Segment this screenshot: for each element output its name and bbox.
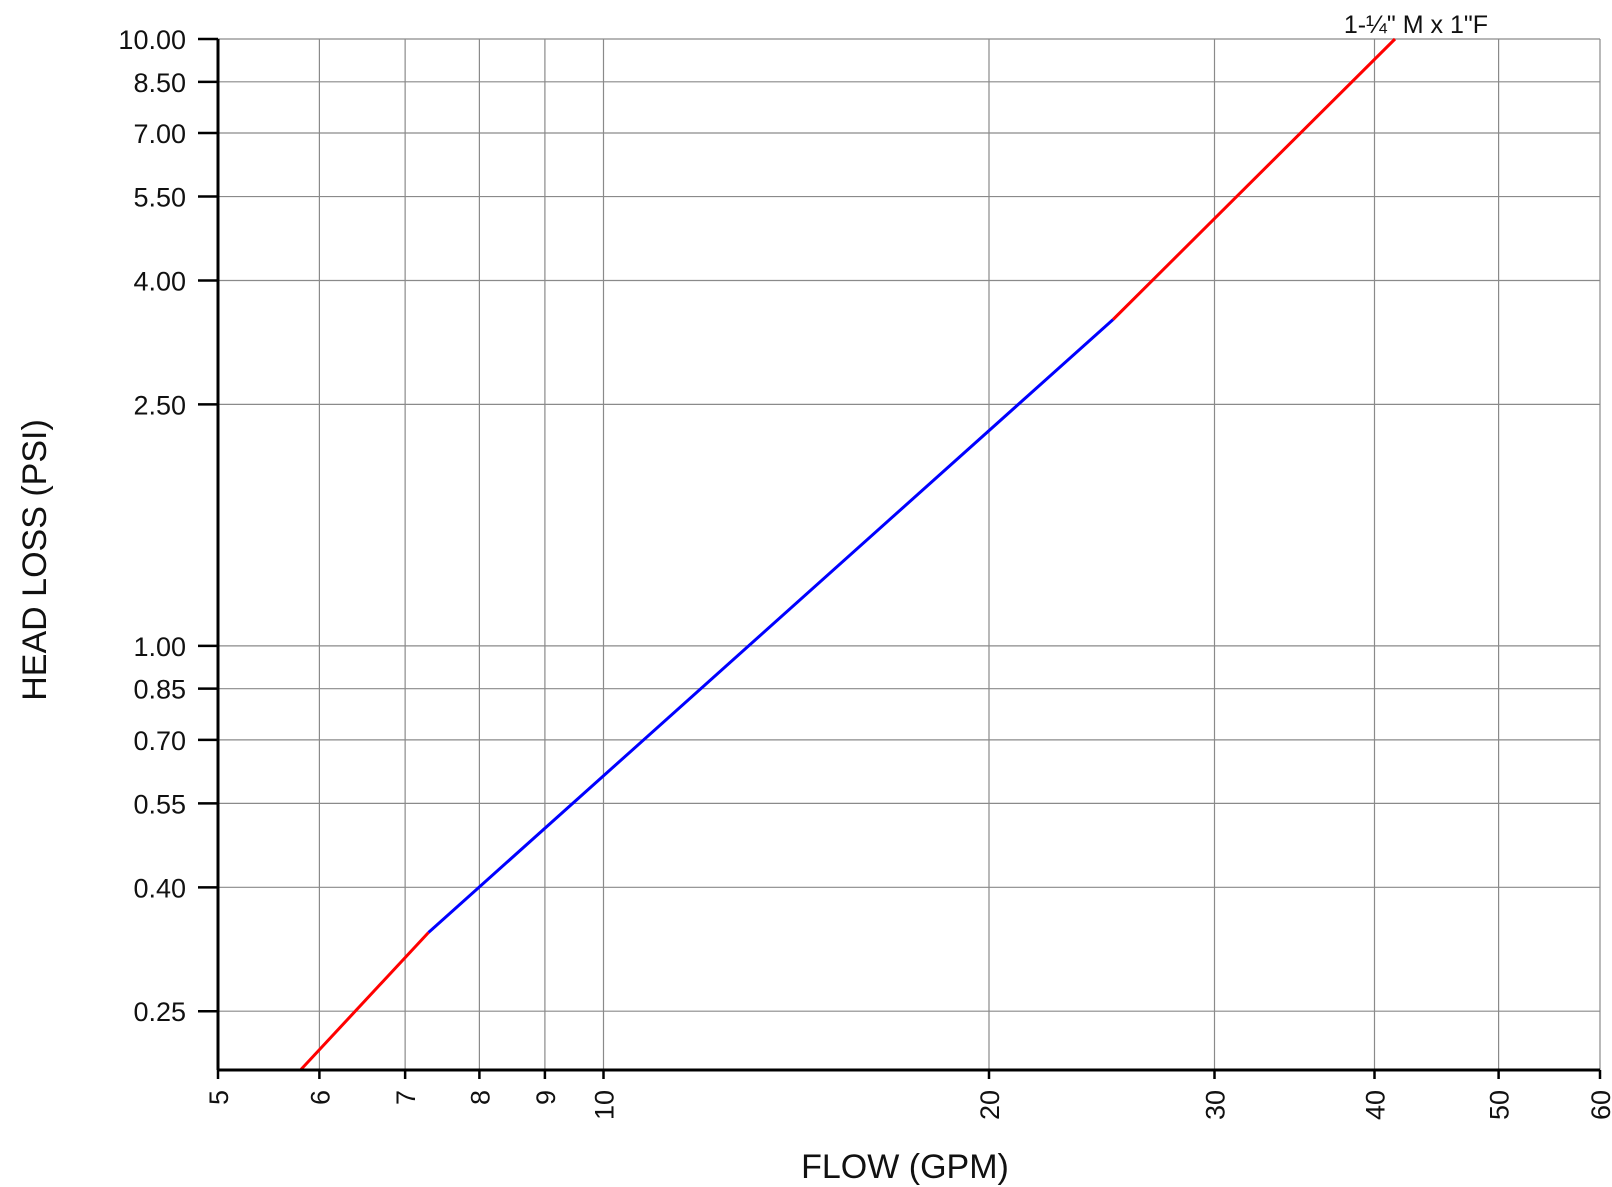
x-tick-label: 6 xyxy=(305,1090,335,1105)
y-tick-label: 0.55 xyxy=(133,789,186,819)
x-tick-label: 20 xyxy=(975,1090,1005,1120)
grid-lines xyxy=(218,38,1601,1070)
x-tick-label: 60 xyxy=(1586,1090,1612,1120)
y-tick-label: 10.00 xyxy=(118,25,186,55)
series-segment xyxy=(427,318,1115,934)
y-tick-label: 0.40 xyxy=(133,873,186,903)
y-tick-label: 4.00 xyxy=(133,266,186,296)
x-tick-label: 10 xyxy=(589,1090,619,1120)
x-axis-title: FLOW (GPM) xyxy=(801,1148,1009,1186)
series-lines xyxy=(299,37,1397,1072)
y-tick-label: 7.00 xyxy=(133,119,186,149)
y-tick-label: 0.85 xyxy=(133,675,186,705)
x-tick-label: 7 xyxy=(391,1090,421,1105)
tick-marks xyxy=(198,37,1602,1079)
x-tick-label: 5 xyxy=(204,1090,234,1105)
y-axis-title: HEAD LOSS (PSI) xyxy=(16,419,54,701)
series-segment xyxy=(1112,37,1397,321)
x-tick-label: 40 xyxy=(1360,1090,1390,1120)
y-tick-label: 0.70 xyxy=(133,726,186,756)
y-tick-label: 5.50 xyxy=(133,183,186,213)
y-tick-label: 0.25 xyxy=(133,997,186,1027)
series-label: 1-¼" M x 1"F xyxy=(1344,11,1488,39)
y-tick-label: 1.00 xyxy=(133,632,186,662)
x-tick-label: 30 xyxy=(1201,1090,1231,1120)
x-tick-label: 9 xyxy=(531,1090,561,1105)
axes xyxy=(216,39,1600,1072)
x-tick-label: 50 xyxy=(1485,1090,1515,1120)
tick-labels: 5 6 7 8 9 10 20 30 40 50 60 0.25 0.40 0.55 0.70 0.85 1.0… xyxy=(118,25,1612,1120)
series-segment xyxy=(299,931,430,1072)
x-tick-label: 8 xyxy=(465,1090,495,1105)
y-tick-label: 8.50 xyxy=(133,68,186,98)
y-tick-label: 2.50 xyxy=(133,390,186,420)
